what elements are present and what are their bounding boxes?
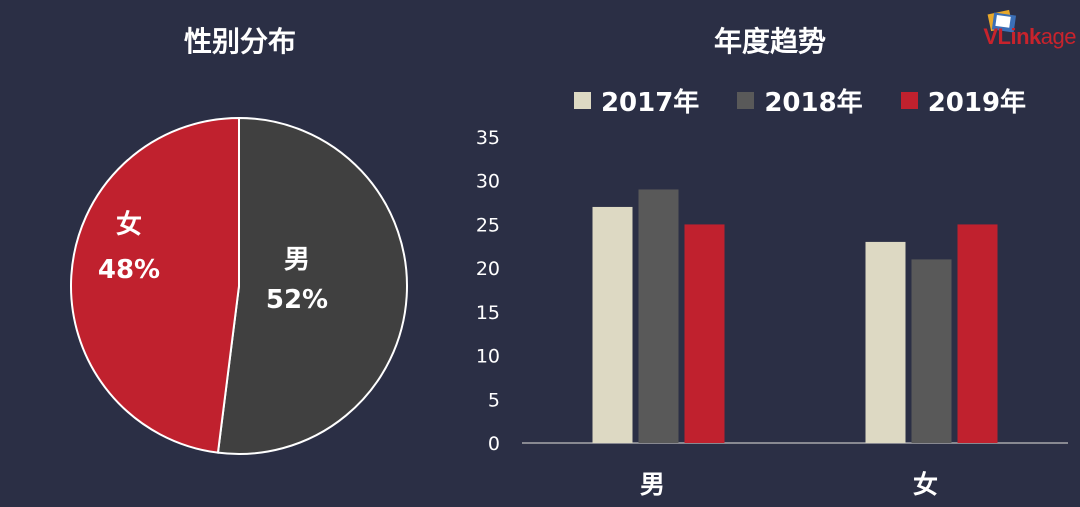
y-tick-label: 0 bbox=[488, 433, 500, 455]
legend-swatch-2019 bbox=[900, 92, 918, 109]
bar-2019年-男 bbox=[684, 224, 725, 443]
x-category-label: 女 bbox=[913, 470, 938, 499]
pie-value-male: 52% bbox=[266, 285, 328, 315]
pie-label-male: 男 bbox=[284, 245, 310, 275]
logo-text-light: age bbox=[1040, 24, 1077, 49]
bar-2018年-男 bbox=[638, 189, 679, 443]
yearly-trend-bar-chart: 0 5 10 15 20 25 30 35 男 女 bbox=[476, 127, 1068, 499]
x-category-label: 男 bbox=[640, 470, 665, 499]
legend-item-2018: 2018年 bbox=[737, 82, 863, 119]
bar-2017年-女 bbox=[865, 241, 906, 443]
y-tick-label: 5 bbox=[488, 389, 500, 411]
bar-chart-title: 年度趋势 bbox=[713, 25, 826, 58]
legend-label-2017: 2017年 bbox=[600, 88, 700, 118]
gender-pie-chart: 男 52% 女 48% bbox=[70, 116, 408, 455]
pie-label-female: 女 bbox=[116, 209, 142, 240]
pie-value-female: 48% bbox=[98, 255, 160, 285]
legend-label-2019: 2019年 bbox=[927, 88, 1027, 118]
y-tick-label: 25 bbox=[476, 214, 500, 236]
bar-2019年-女 bbox=[957, 224, 998, 443]
legend-item-2017: 2017年 bbox=[573, 82, 700, 119]
logo-text-bold: VLink bbox=[983, 24, 1041, 49]
bar-legend: 2017年 2018年 2019年 bbox=[560, 82, 1040, 119]
pie-slice-female bbox=[70, 116, 240, 454]
logo-text: VLinkage bbox=[983, 24, 1076, 50]
legend-item-2019: 2019年 bbox=[900, 82, 1027, 119]
vlinkage-logo: VLinkage bbox=[948, 8, 1077, 54]
y-tick-label: 30 bbox=[476, 171, 500, 193]
legend-swatch-2017 bbox=[573, 92, 591, 109]
y-tick-label: 15 bbox=[476, 302, 500, 324]
bar-2017年-男 bbox=[592, 206, 633, 443]
y-tick-label: 35 bbox=[476, 127, 500, 149]
pie-slice-male bbox=[216, 116, 408, 455]
pie-chart-title: 性别分布 bbox=[183, 25, 296, 58]
logo-mark-icon bbox=[987, 9, 1017, 33]
legend-label-2018: 2018年 bbox=[764, 88, 863, 118]
y-tick-label: 20 bbox=[476, 258, 500, 280]
legend-swatch-2018 bbox=[737, 92, 755, 109]
y-tick-label: 10 bbox=[476, 346, 500, 368]
bar-2018年-女 bbox=[911, 259, 952, 443]
